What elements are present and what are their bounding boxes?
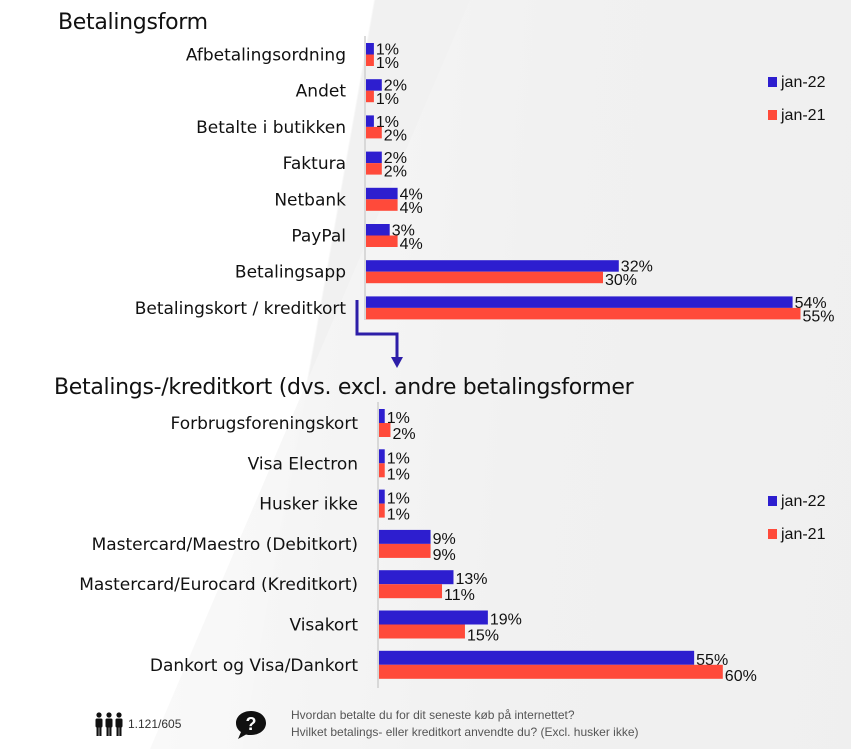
bar-jan-22 [379,610,488,625]
bar-jan-22 [379,409,385,423]
bar-jan-22 [366,187,398,200]
bar-jan-21 [366,307,801,320]
people-icon [95,712,123,736]
drilldown-arrow [355,300,403,368]
value-label-jan-22: 3% [392,223,415,240]
value-label-jan-21: 2% [384,127,407,144]
value-label-jan-22: 9% [433,531,456,548]
value-label-jan-22: 1% [376,42,399,59]
category-label: Husker ikke [259,495,358,515]
value-label-jan-22: 1% [387,450,410,467]
value-label-jan-21: 55% [803,308,835,325]
value-label-jan-21: 60% [725,668,757,685]
bar-jan-22 [366,43,374,55]
value-label-jan-21: 11% [444,587,475,604]
value-label-jan-22: 1% [387,410,410,427]
value-label-jan-22: 2% [384,78,407,95]
value-label-jan-21: 30% [605,272,637,289]
legend-swatch-jan-21 [768,110,777,120]
question-2: Hvilket betalings- eller kreditkort anve… [291,725,639,739]
bar-jan-22 [366,296,793,308]
arrow-line [355,300,399,358]
category-label: Dankort og Visa/Dankort [150,656,358,676]
svg-text:?: ? [246,714,257,734]
category-label: Betalte i butikken [196,118,346,138]
footer: 1.121/605 ? Hvordan betalte du for dit s… [0,705,851,745]
legend-swatch-jan-22 [768,496,777,506]
category-label: Betalingskort / kreditkort [135,299,347,319]
bar-jan-22 [379,449,385,464]
bar-jan-22 [366,115,374,127]
bar-jan-22 [366,79,382,91]
bar-jan-22 [379,529,431,544]
value-label-jan-22: 55% [696,652,728,669]
question-1: Hvordan betalte du for dit seneste køb p… [291,708,575,722]
bar-jan-22 [379,650,695,665]
value-label-jan-22: 13% [455,571,487,588]
value-label-jan-22: 32% [621,259,653,276]
category-label: Mastercard/Maestro (Debitkort) [92,535,358,555]
value-label-jan-22: 54% [795,295,827,312]
legend-label-jan-22: jan-22 [780,74,826,91]
category-label: Mastercard/Eurocard (Kreditkort) [79,575,358,595]
bar-jan-21 [366,199,398,211]
value-label-jan-21: 15% [467,628,499,645]
bar-jan-22 [379,570,454,585]
sample-size: 1.121/605 [128,717,182,731]
bar-jan-21 [366,126,382,139]
category-label: PayPal [291,227,346,247]
category-label: Forbrugsforeningskort [171,414,359,434]
category-label: Faktura [283,154,346,174]
category-label: Netbank [274,190,346,210]
category-label: Afbetalingsordning [186,46,346,66]
category-label: Visakort [289,616,358,636]
bar-jan-22 [379,489,385,504]
value-label-jan-21: 2% [392,426,415,443]
chart-betalingsform: Afbetalingsordning 1%1%Andet 2%1%Betalte i… [135,36,835,325]
value-label-jan-21: 9% [433,547,456,564]
value-label-jan-21: 2% [384,164,407,181]
value-label-jan-21: 4% [400,200,423,217]
bar-jan-21 [379,503,385,518]
chart-betalingskort: Forbrugsforeningskort 1%2%Visa Electron 1%… [79,402,826,688]
legend-label-jan-21: jan-21 [780,107,826,124]
bar-jan-22 [366,224,390,236]
bar-jan-22 [366,260,619,272]
bar-jan-21 [366,235,398,247]
arrow-head-icon [391,357,403,368]
value-label-jan-22: 19% [490,612,522,629]
bar-jan-21 [366,163,382,175]
value-label-jan-22: 4% [400,186,423,203]
legend-swatch-jan-22 [768,77,777,87]
value-label-jan-21: 1% [376,91,399,108]
bar-jan-21 [379,624,465,639]
category-label: Betalingsapp [235,263,346,283]
bar-jan-21 [366,271,603,284]
legend-label-jan-22: jan-22 [780,493,826,510]
bar-jan-21 [379,584,443,599]
value-label-jan-22: 1% [376,114,399,131]
value-label-jan-21: 1% [387,466,410,483]
bar-jan-21 [366,54,374,66]
category-label: Andet [296,82,347,102]
value-label-jan-21: 4% [400,236,423,253]
value-label-jan-21: 1% [376,55,399,72]
bar-jan-21 [379,543,431,558]
bar-jan-21 [379,423,391,437]
bar-jan-21 [379,664,723,679]
chart-title-betalingsform: Betalingsform [58,10,208,35]
value-label-jan-21: 1% [387,507,410,524]
question-text: Hvordan betalte du for dit seneste køb p… [291,707,638,741]
legend-label-jan-21: jan-21 [780,526,826,543]
question-bubble-icon: ? [236,711,266,739]
chart-title-betalingskort: Betalings-/kreditkort (dvs. excl. andre … [54,375,634,400]
bar-jan-22 [366,151,382,164]
legend-swatch-jan-21 [768,529,777,539]
bar-jan-21 [366,90,374,103]
value-label-jan-22: 2% [384,150,407,167]
value-label-jan-22: 1% [387,491,410,508]
category-label: Visa Electron [248,454,358,474]
bar-jan-21 [379,463,385,478]
